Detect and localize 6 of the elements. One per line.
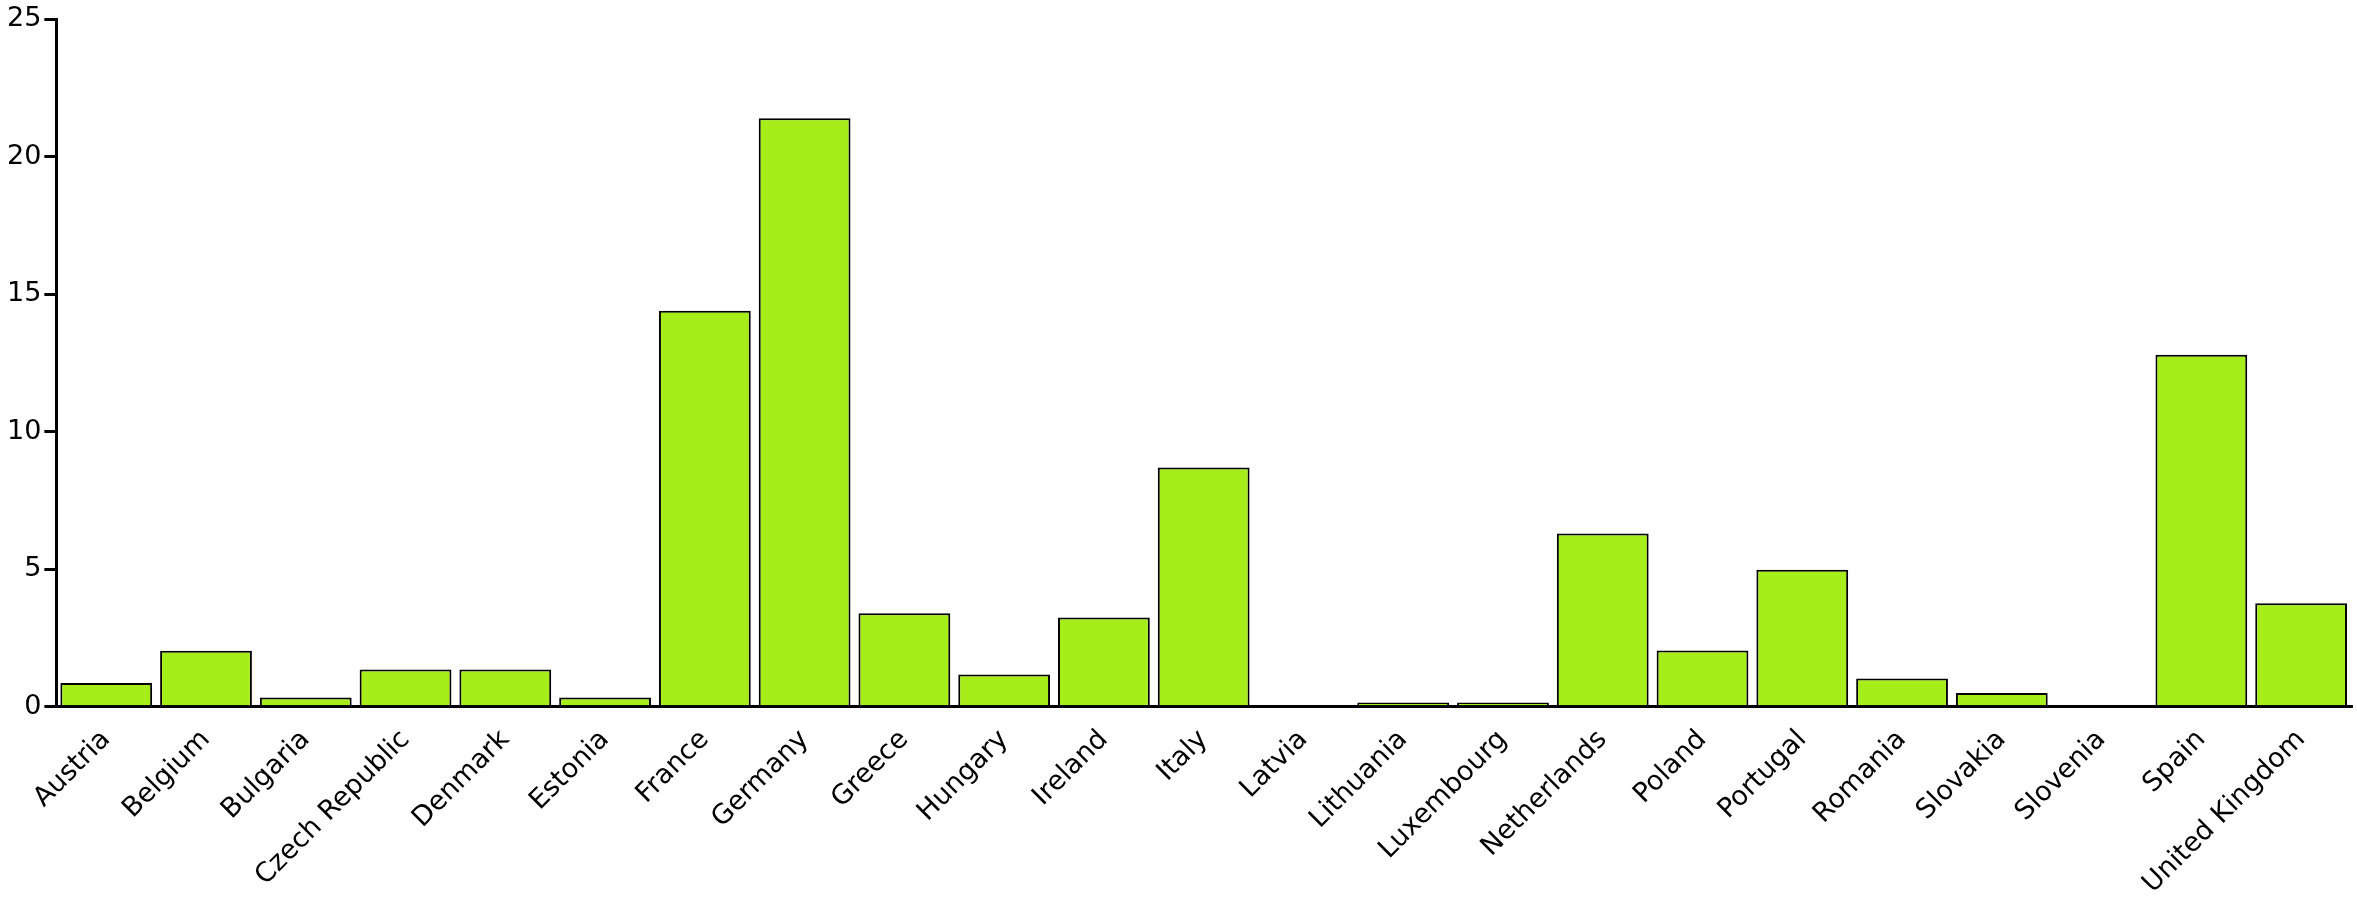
y-tick-label: 0 xyxy=(24,688,42,720)
y-tick-label: 15 xyxy=(7,276,42,308)
y-tick-label: 25 xyxy=(7,1,42,33)
y-tick-label: 10 xyxy=(7,413,42,445)
y-tick-label: 5 xyxy=(24,551,42,583)
y-tick-label: 20 xyxy=(7,138,42,170)
